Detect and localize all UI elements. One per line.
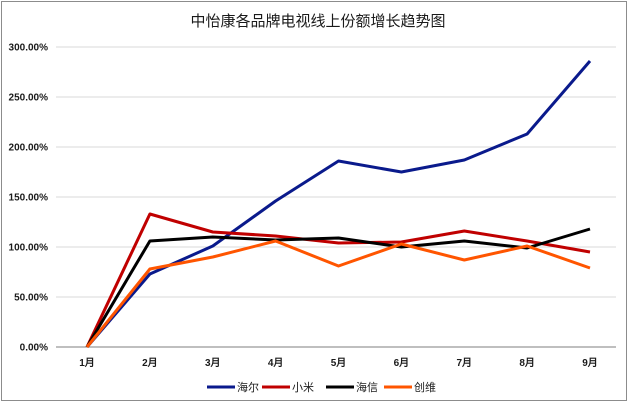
x-axis-ticks: 1月 2月 3月 4月 5月 6月 7月 8月 9月 — [79, 357, 598, 369]
y-tick-label: 50.00% — [14, 293, 48, 304]
x-tick-label: 1月 — [79, 357, 95, 369]
y-tick-label: 0.00% — [20, 343, 48, 354]
x-tick-label: 9月 — [582, 357, 598, 369]
series-line — [85, 239, 591, 348]
x-tick-label: 7月 — [456, 357, 472, 369]
series-line — [85, 212, 591, 348]
series-line — [85, 227, 591, 348]
legend-label: 创维 — [414, 381, 436, 394]
y-tick-label: 300.00% — [9, 43, 49, 54]
legend: 海尔 小米 海信 创维 — [207, 380, 436, 394]
series-line — [85, 60, 592, 348]
y-tick-label: 200.00% — [9, 143, 49, 154]
x-tick-label: 4月 — [268, 357, 284, 369]
y-tick-label: 150.00% — [9, 193, 49, 204]
legend-label: 小米 — [292, 381, 314, 394]
x-tick-label: 2月 — [142, 357, 158, 369]
y-tick-label: 250.00% — [9, 93, 49, 104]
x-tick-label: 3月 — [205, 357, 221, 369]
series-lines — [85, 60, 592, 348]
y-tick-label: 100.00% — [9, 243, 49, 254]
chart-title: 中怡康各品牌电视线上份额增长趋势图 — [190, 12, 445, 30]
gridlines — [56, 46, 616, 348]
y-axis-ticks: 0.00% 50.00% 100.00% 150.00% 200.00% 250.00% 3… — [9, 43, 49, 354]
x-tick-label: 8月 — [519, 357, 535, 369]
legend-label: 海信 — [356, 380, 378, 394]
legend-label: 海尔 — [237, 380, 259, 394]
x-tick-label: 5月 — [331, 357, 347, 369]
x-tick-label: 6月 — [394, 357, 410, 369]
